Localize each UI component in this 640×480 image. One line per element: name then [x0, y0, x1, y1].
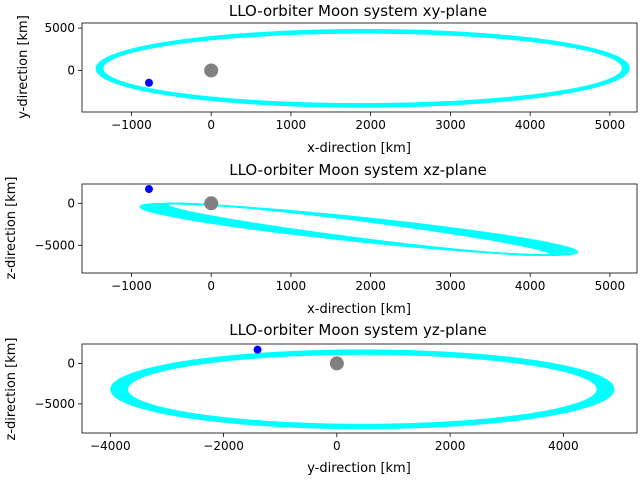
xz-plane-orbit-path [147, 202, 571, 256]
yz-plane-x-tick-label: −2000 [203, 439, 244, 453]
xz-plane-axes-frame [81, 183, 638, 274]
xz-plane-x-tick-label: 0 [207, 279, 215, 293]
xy-plane-axes-frame [81, 22, 638, 113]
yz-plane-orbit-path [119, 351, 606, 427]
xz-plane-orbit-path [165, 202, 553, 257]
yz-plane-orbit-path [126, 353, 599, 426]
xz-plane-spacecraft-marker [144, 185, 153, 194]
xz-plane-orbit-path [159, 202, 559, 256]
yz-plane-orbit-path [118, 351, 607, 428]
xz-plane-title: LLO-orbiter Moon system xz-plane [229, 161, 487, 179]
xy-plane-spacecraft-marker [144, 78, 153, 87]
yz-plane-orbit-path [110, 349, 615, 430]
xy-plane-x-tick-label: 5000 [595, 118, 626, 132]
xz-plane-orbit-path [139, 202, 579, 256]
xz-plane-x-tick-label: 2000 [355, 279, 386, 293]
yz-plane-orbit-path [113, 350, 611, 429]
xz-plane-orbit-path [145, 202, 573, 256]
yz-plane-orbit-path [124, 352, 601, 426]
yz-plane-orbit-path [117, 351, 608, 428]
xz-plane-x-axis-label: x-direction [km] [307, 302, 411, 317]
yz-plane-orbit-trace [110, 349, 615, 430]
yz-plane-x-axis-label: y-direction [km] [307, 461, 411, 476]
xz-plane-orbit-path [151, 202, 567, 256]
xy-plane-x-tick-label: 3000 [435, 118, 466, 132]
xz-plane-y-axis-label: z-direction [km] [4, 177, 19, 280]
yz-plane-spacecraft-marker [253, 345, 262, 354]
yz-plane-orbit-path [125, 353, 600, 426]
yz-plane-orbit-path [111, 349, 614, 429]
xz-plane-plot-area [139, 185, 579, 257]
yz-plane-orbit-path [112, 350, 613, 429]
xy-plane-x-tick-label: 4000 [515, 118, 546, 132]
xy-plane-moon-marker [204, 63, 219, 78]
yz-plane-y-axis-label: z-direction [km] [4, 338, 19, 441]
xz-plane-orbit-path [161, 202, 557, 256]
xz-plane-orbit-trace [139, 202, 579, 257]
xz-plane-orbit-path [155, 202, 563, 256]
xz-plane-moon-marker [204, 196, 219, 211]
xy-plane-orbit-path [95, 29, 630, 108]
xz-plane-orbit-path [167, 202, 551, 257]
yz-plane-x-tick-label: 2000 [435, 439, 466, 453]
yz-plane-x-tick-label: 0 [333, 439, 341, 453]
xz-plane-orbit-path [143, 202, 575, 256]
xy-plane-panel: LLO-orbiter Moon system xy-plane x-direc… [16, 2, 638, 156]
xz-plane-orbit-path [141, 202, 577, 256]
xz-plane-panel: LLO-orbiter Moon system xz-plane x-direc… [4, 161, 638, 317]
xy-plane-x-axis-label: x-direction [km] [307, 141, 411, 156]
xz-plane-x-tick-label: 1000 [276, 279, 307, 293]
yz-plane-axes-frame [81, 343, 638, 434]
xy-plane-x-tick-label: −1000 [111, 118, 152, 132]
yz-plane-orbit-path [123, 352, 602, 427]
xy-plane-x-tick-label: 1000 [276, 118, 307, 132]
xz-plane-orbit-path [163, 202, 555, 256]
yz-plane-x-tick-label: −4000 [90, 439, 131, 453]
xz-plane-x-tick-label: 3000 [435, 279, 466, 293]
yz-plane-x-tick-label: 4000 [548, 439, 579, 453]
xy-plane-y-tick-label: 0 [67, 63, 75, 77]
xy-plane-x-tick-label: 2000 [355, 118, 386, 132]
yz-plane-moon-marker [329, 356, 344, 371]
xy-plane-y-tick-label: 5000 [44, 21, 75, 35]
xz-plane-orbit-path [149, 202, 569, 256]
xz-plane-x-tick-label: 5000 [595, 279, 626, 293]
yz-plane-orbit-path [116, 350, 609, 428]
xy-plane-x-tick-label: 0 [207, 118, 215, 132]
yz-plane-orbit-path [114, 350, 610, 429]
xz-plane-y-tick-label: 0 [67, 196, 75, 210]
xz-plane-orbit-path [157, 202, 561, 256]
xz-plane-y-tick-label: −5000 [34, 238, 75, 252]
yz-plane-orbit-path [120, 351, 604, 427]
xy-plane-title: LLO-orbiter Moon system xy-plane [229, 2, 487, 20]
xy-plane-plot-area [95, 29, 630, 108]
yz-plane-plot-area [110, 345, 615, 430]
xz-plane-x-tick-label: −1000 [111, 279, 152, 293]
xy-plane-y-axis-label: y-direction [km] [16, 15, 31, 119]
xy-plane-orbit-trace [95, 29, 630, 108]
yz-plane-panel: LLO-orbiter Moon system yz-plane y-direc… [4, 321, 638, 476]
xz-plane-x-tick-label: 4000 [515, 279, 546, 293]
yz-plane-y-tick-label: 0 [67, 356, 75, 370]
yz-plane-title: LLO-orbiter Moon system yz-plane [229, 321, 487, 339]
yz-plane-y-tick-label: −5000 [34, 397, 75, 411]
yz-plane-orbit-path [121, 352, 603, 427]
xz-plane-orbit-path [153, 202, 565, 256]
